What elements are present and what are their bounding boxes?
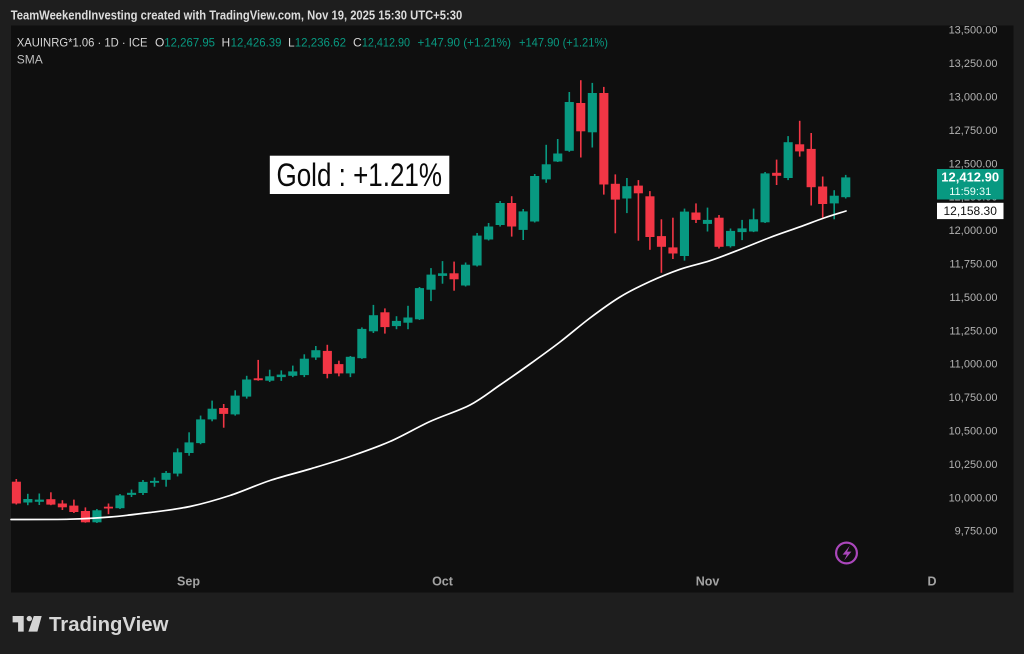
svg-text:10,750.00: 10,750.00 xyxy=(949,392,998,404)
svg-text:L: L xyxy=(288,35,295,49)
svg-text:+147.90 (+1.21%): +147.90 (+1.21%) xyxy=(519,35,608,49)
svg-text:12,000.00: 12,000.00 xyxy=(949,225,998,237)
svg-text:Oct: Oct xyxy=(432,575,454,589)
svg-text:10,000.00: 10,000.00 xyxy=(949,492,998,504)
svg-text:10,500.00: 10,500.00 xyxy=(949,426,998,438)
svg-text:Dec: Dec xyxy=(928,575,951,589)
svg-text:13,250.00: 13,250.00 xyxy=(949,58,998,70)
svg-text:TradingView: TradingView xyxy=(49,613,168,636)
svg-text:9,750.00: 9,750.00 xyxy=(955,526,998,538)
svg-text:11,000.00: 11,000.00 xyxy=(949,359,997,371)
svg-text:12,412.90: 12,412.90 xyxy=(362,35,410,49)
svg-text:SMA: SMA xyxy=(17,53,43,67)
svg-text:12,236.62: 12,236.62 xyxy=(295,35,347,49)
svg-text:12,750.00: 12,750.00 xyxy=(949,125,998,137)
svg-text:XAUINRG*1.06 · 1D · ICE: XAUINRG*1.06 · 1D · ICE xyxy=(17,35,148,49)
svg-text:10,250.00: 10,250.00 xyxy=(949,459,998,471)
svg-text:12,500.00: 12,500.00 xyxy=(949,158,998,170)
svg-text:11,750.00: 11,750.00 xyxy=(949,259,997,271)
svg-text:12,412.90: 12,412.90 xyxy=(941,170,999,185)
svg-text:O: O xyxy=(155,35,164,49)
svg-text:11:59:31: 11:59:31 xyxy=(949,186,991,198)
svg-text:12,158.30: 12,158.30 xyxy=(944,204,998,218)
svg-text:12,426.39: 12,426.39 xyxy=(231,35,282,49)
svg-text:TeamWeekendInvesting created w: TeamWeekendInvesting created with Tradin… xyxy=(11,9,463,23)
svg-text:12,267.95: 12,267.95 xyxy=(164,35,215,49)
svg-text:Gold : +1.21%: Gold : +1.21% xyxy=(277,157,443,193)
svg-text:C: C xyxy=(353,35,362,49)
svg-text:+147.90 (+1.21%): +147.90 (+1.21%) xyxy=(418,35,512,49)
svg-text:11,500.00: 11,500.00 xyxy=(949,292,997,304)
svg-text:H: H xyxy=(222,35,231,49)
svg-text:Sep: Sep xyxy=(177,575,200,589)
svg-text:Nov: Nov xyxy=(696,575,720,589)
svg-text:11,250.00: 11,250.00 xyxy=(949,325,997,337)
svg-text:13,000.00: 13,000.00 xyxy=(949,91,998,103)
svg-text:13,500.00: 13,500.00 xyxy=(949,25,998,37)
